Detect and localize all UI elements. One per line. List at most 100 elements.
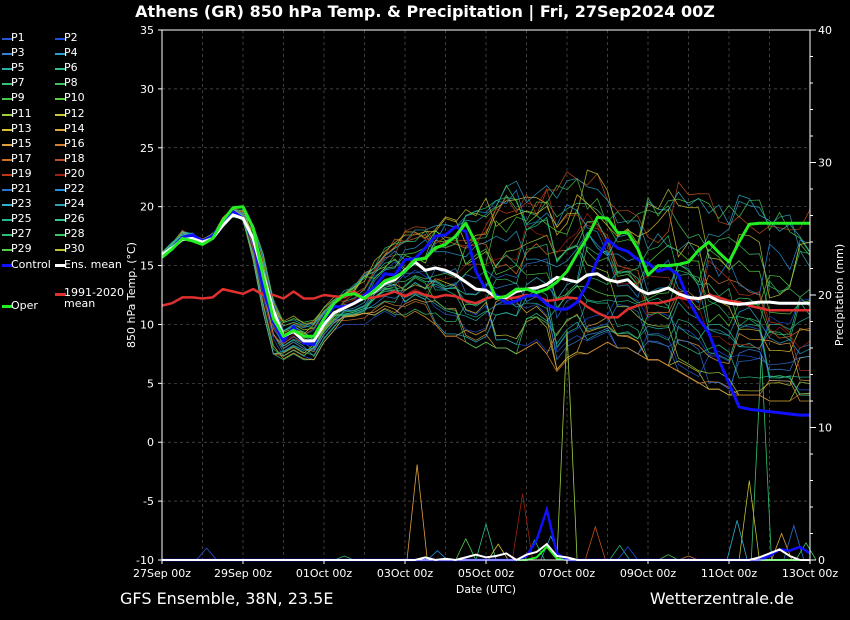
legend-label: P10 [64, 91, 85, 105]
y2-tick-label: 10 [818, 422, 832, 435]
precip-member-spike [584, 525, 606, 561]
legend-label: P20 [64, 166, 85, 180]
legend-swatch [2, 128, 13, 131]
legend-label: P3 [11, 46, 25, 60]
precip-member-spike [738, 480, 760, 561]
legend-label: P26 [64, 212, 85, 226]
precip-member-spike [511, 493, 533, 561]
y-tick-label: 5 [147, 377, 154, 390]
legend-label: P17 [11, 151, 32, 165]
legend-swatch [55, 128, 66, 131]
legend-label: P22 [64, 182, 85, 195]
y-tick-label: 30 [140, 83, 154, 96]
series-line-oper [161, 205, 810, 338]
member-line-p22 [161, 189, 811, 332]
legend-label: P12 [64, 106, 85, 120]
legend-label: P24 [64, 197, 85, 211]
y-tick-label: -5 [143, 495, 154, 508]
x-tick-label: 13Oct 00z [782, 567, 839, 580]
y-tick-label: 15 [140, 260, 154, 273]
legend-label: P11 [11, 106, 32, 120]
legend-label: P2 [64, 31, 78, 44]
legend-swatch [55, 83, 66, 86]
legend-label: P16 [64, 136, 85, 150]
legend-label: 1991-2020 mean [64, 286, 124, 310]
precip-member-spike [455, 537, 477, 561]
legend-swatch [2, 158, 13, 161]
member-line-p29 [161, 210, 811, 324]
legend-label: Oper [11, 299, 38, 312]
precip-member-spike [333, 555, 355, 561]
precip-member-spike [795, 542, 817, 561]
member-line-p14 [161, 208, 810, 402]
legend-label: P9 [11, 91, 25, 105]
legend-swatch [55, 143, 66, 146]
legend-label: P30 [64, 242, 85, 256]
legend-swatch [55, 53, 66, 56]
legend-label: P5 [11, 61, 25, 75]
site-credit[interactable]: Wetterzentrale.de [649, 589, 794, 608]
x-axis-label: Date (UTC) [456, 583, 516, 596]
legend-swatch [2, 249, 13, 252]
member-line-p23 [161, 191, 811, 355]
axes: -10 -5 0 5 10 15 20 25 30 35 27Sep 00z 29Sep 00z 01O… [133, 24, 838, 580]
precip-member-spike [406, 464, 428, 561]
legend-label: P13 [11, 121, 32, 135]
legend-label: P15 [11, 136, 32, 150]
legend-swatch [2, 204, 13, 207]
legend-swatch [2, 98, 13, 101]
legend-label: P1 [11, 31, 25, 44]
legend-label: Control [11, 257, 51, 271]
legend-swatch [55, 98, 66, 101]
chart-title: Athens (GR) 850 hPa Temp. & Precipitatio… [135, 2, 715, 21]
legend-label: P7 [11, 76, 25, 90]
legend-swatch [2, 173, 13, 176]
legend-swatch [55, 204, 66, 207]
legend-label: P25 [11, 212, 32, 226]
y-tick-label: 10 [140, 318, 154, 331]
x-tick-label: 27Sep 00z [133, 567, 191, 580]
y2-tick-label: 40 [818, 24, 832, 37]
legend-swatch [2, 263, 13, 267]
legend-label: P18 [64, 151, 85, 165]
legend-swatch [55, 173, 66, 176]
legend-label: P4 [64, 46, 78, 60]
legend-swatch [2, 234, 13, 237]
legend-swatch [2, 53, 13, 56]
legend-label: P21 [11, 182, 32, 195]
x-tick-label: 03Oct 00z [377, 567, 434, 580]
legend-swatch [2, 68, 13, 71]
member-line-p15 [161, 207, 811, 382]
main-series [161, 205, 810, 417]
x-tick-label: 05Oct 00z [458, 567, 515, 580]
legend-label: P28 [64, 227, 85, 241]
y2-tick-label: 30 [818, 157, 832, 170]
legend-swatch [2, 143, 13, 146]
precip-member-spike [617, 546, 639, 561]
legend-swatch [2, 83, 13, 86]
y-tick-label: -10 [136, 554, 154, 567]
legend-swatch [55, 219, 66, 222]
x-tick-label: 07Oct 00z [539, 567, 596, 580]
y2-axis-label: Precipitation (mm) [833, 244, 846, 346]
legend-swatch [55, 38, 66, 40]
legend-swatch [55, 68, 66, 71]
legend-swatch [2, 305, 13, 308]
legend-swatch [2, 38, 13, 40]
legend-label: P6 [64, 61, 78, 75]
precip-member-spike [475, 522, 497, 561]
precip-member-spike [726, 520, 748, 561]
plot-frame [161, 29, 811, 561]
precip-member-spike [609, 544, 631, 561]
model-info: GFS Ensemble, 38N, 23.5E [120, 589, 334, 608]
precip-member-spike [556, 330, 578, 561]
legend-label: P29 [11, 242, 32, 256]
legend-label: P8 [64, 76, 78, 90]
legend-swatch [55, 293, 66, 296]
precip-lines [162, 330, 817, 562]
y-axis-label: 850 hPa Temp. (°C) [125, 242, 138, 348]
legend-swatch [2, 189, 13, 191]
legend-label: P27 [11, 227, 32, 241]
y2-tick-label: 20 [818, 289, 832, 302]
x-tick-label: 09Oct 00z [620, 567, 677, 580]
